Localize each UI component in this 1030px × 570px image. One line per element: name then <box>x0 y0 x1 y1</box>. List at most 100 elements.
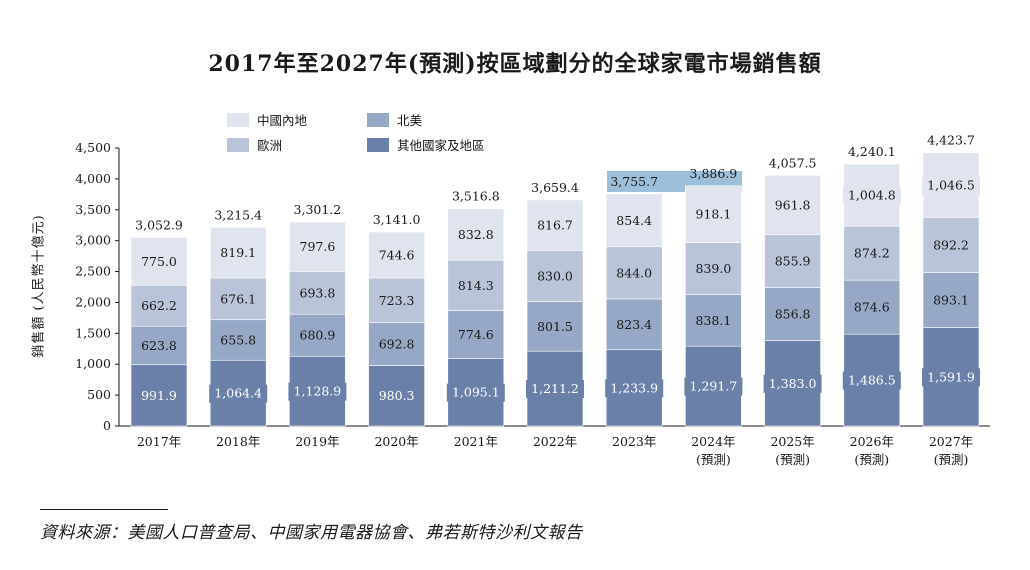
bar-segment <box>447 310 505 359</box>
bar-segment-label: 819.1 <box>220 245 256 260</box>
bar-segment-label: 1,211.2 <box>531 381 579 396</box>
chart-title: 2017年至2027年(預測)按區域劃分的全球家電市場銷售額 <box>208 51 822 77</box>
y-tick-label: 4,500 <box>75 140 111 155</box>
x-tick-label: 2017年 <box>137 434 181 449</box>
bar-segment-label: 854.4 <box>616 213 652 228</box>
y-tick-label: 2,000 <box>75 294 111 309</box>
bars: 991.9 623.8 662.2 775.0 3,052.9 1,064.4 655.8 6… <box>130 133 980 427</box>
bar-total-label: 3,141.0 <box>373 212 421 227</box>
bar-total-label: 4,057.5 <box>769 155 817 170</box>
bar-segment-label: 816.7 <box>537 218 573 233</box>
bar-segment <box>764 287 821 341</box>
bar-segment-label: 855.9 <box>775 254 811 269</box>
x-tick-label: 2023年 <box>612 434 656 449</box>
x-tick-sublabel: (預測) <box>934 452 969 467</box>
bar-segment <box>368 277 425 323</box>
x-tick-label: 2018年 <box>216 434 260 449</box>
bar-segment <box>605 298 663 351</box>
bar-segment-label: 874.2 <box>854 246 890 261</box>
x-tick-sublabel: (預測) <box>775 452 810 467</box>
bar-segment-label: 893.1 <box>933 293 969 308</box>
bar-segment-label: 1,291.7 <box>690 379 738 394</box>
bar-segment-label: 830.0 <box>537 269 573 284</box>
legend-label: 其他國家及地區 <box>397 138 485 153</box>
bar-label-backdrop <box>922 368 980 387</box>
bar-segment-label: 680.9 <box>300 328 336 343</box>
x-tick-label: 2025年 <box>770 434 814 449</box>
x-tick-sublabel: (預測) <box>854 452 889 467</box>
bar-total-label: 3,886.9 <box>690 166 738 181</box>
bar-segment-label: 823.4 <box>616 317 652 332</box>
bar-segment-label: 1,233.9 <box>610 380 658 395</box>
bar-segment-label: 844.0 <box>616 265 652 280</box>
bar-segment-label: 1,486.5 <box>848 373 896 388</box>
bar-segment <box>447 259 505 311</box>
bar-segment-label: 918.1 <box>696 207 732 222</box>
bar-segment <box>922 272 980 328</box>
bar-segment-label: 856.8 <box>775 307 811 322</box>
bar-segment-label: 775.0 <box>141 254 177 269</box>
bar-segment-label: 676.1 <box>220 291 256 306</box>
legend-label: 歐洲 <box>257 138 282 153</box>
bar-segment-label: 797.6 <box>300 239 336 254</box>
bar-total-label: 3,659.4 <box>531 180 579 195</box>
bar-segment-label: 623.8 <box>141 338 177 353</box>
y-tick-label: 3,500 <box>75 202 111 217</box>
bar-segment <box>922 217 980 273</box>
bar-segment <box>130 325 188 366</box>
bar-segment <box>764 175 821 236</box>
bar-label-backdrop <box>842 186 901 205</box>
y-tick-label: 4,000 <box>75 171 111 186</box>
x-tick-label: 2021年 <box>454 434 498 449</box>
bar-segment-label: 991.9 <box>141 388 177 403</box>
bar-segment <box>447 208 505 261</box>
bar-label-backdrop <box>446 383 505 402</box>
bar-label-backdrop <box>684 377 743 396</box>
bar-segment-label: 1,064.4 <box>214 386 262 401</box>
bar-segment <box>685 294 742 347</box>
y-tick-label: 3,000 <box>75 233 111 248</box>
bar-total-label: 3,516.8 <box>452 189 500 204</box>
bar-segment <box>209 277 267 321</box>
bar-segment <box>289 221 346 272</box>
bar-label-backdrop <box>842 371 901 390</box>
bar-total-label: 4,423.7 <box>927 133 975 148</box>
legend-label: 中國內地 <box>257 113 308 128</box>
bar-label-backdrop <box>763 374 822 393</box>
bar-segment <box>843 225 901 281</box>
x-tick-sublabel: (預測) <box>696 452 731 467</box>
bar-segment <box>209 227 267 279</box>
bar-segment-label: 874.6 <box>854 300 890 315</box>
bar-segment-label: 980.3 <box>379 388 415 403</box>
legend-swatch <box>367 113 389 127</box>
bar-segment-label: 961.8 <box>775 198 811 213</box>
bar-segment <box>685 242 742 295</box>
bar-segment <box>209 319 267 361</box>
bar-segment-label: 1,383.0 <box>769 376 817 391</box>
bar-segment <box>685 185 742 243</box>
y-tick-label: 1,000 <box>75 356 111 371</box>
y-tick-label: 1,500 <box>75 325 111 340</box>
bar-segment <box>289 313 346 357</box>
source-divider <box>40 509 168 510</box>
bar-segment <box>130 284 188 327</box>
legend-swatch <box>367 138 389 152</box>
x-tick-label: 2020年 <box>374 434 418 449</box>
bar-label-backdrop <box>288 382 347 401</box>
bar-segment-label: 692.8 <box>379 337 415 352</box>
bar-segment-label: 839.0 <box>696 261 732 276</box>
y-axis-label: 銷售額 (人民幣十億元) <box>31 214 47 358</box>
legend-swatch <box>227 113 249 127</box>
bar-label-backdrop <box>526 380 584 399</box>
x-tick-label: 2024年 <box>691 434 735 449</box>
bar-total-label: 3,755.7 <box>610 174 658 189</box>
y-tick-label: 500 <box>87 387 111 402</box>
source-note: 資料來源：美國人口普查局、中國家用電器協會、弗若斯特沙利文報告 <box>40 523 583 543</box>
bar-segment-label: 801.5 <box>537 319 573 334</box>
bar-segment <box>130 237 188 286</box>
x-tick-label: 2027年 <box>929 434 973 449</box>
bar-total-label: 3,052.9 <box>135 217 183 232</box>
x-tick-label: 2026年 <box>850 434 894 449</box>
x-tick-label: 2022年 <box>533 434 577 449</box>
